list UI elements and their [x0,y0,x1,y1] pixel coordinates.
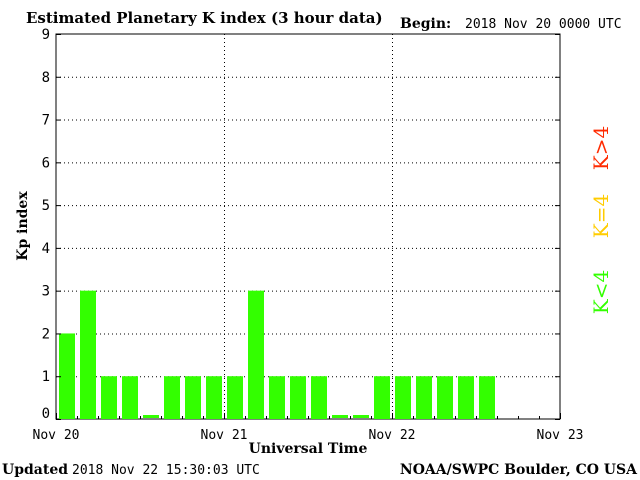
y-tick-label: 8 [42,70,50,86]
y-tick-label: 3 [42,284,50,300]
updated-label: Updated [2,462,68,478]
y-tick-label: 6 [42,155,50,171]
kp-bar [374,376,390,419]
kp-bar [143,415,159,418]
gridlines [56,34,560,419]
chart-title: Estimated Planetary K index (3 hour data… [26,9,383,27]
x-axis-ticks: Nov 20 Nov 21 Nov 22 Nov 23 [33,413,584,443]
kp-bar [185,376,201,419]
x-tick-label: Nov 23 [537,428,584,443]
y-tick-label: 0 [42,406,50,422]
kp-bar [437,376,453,419]
kp-bar [395,376,411,419]
updated-value: 2018 Nov 22 15:30:03 UTC [72,463,260,478]
kp-bar [458,376,474,419]
kp-bar [416,376,432,419]
source-credit: NOAA/SWPC Boulder, CO USA [400,462,638,478]
x-tick-label: Nov 22 [369,428,416,443]
kp-bar [101,376,117,419]
kp-bar [59,333,75,419]
y-axis-ticks: 0 1 2 3 4 5 6 7 8 9 [42,27,560,422]
kp-bar [269,376,285,419]
y-tick-label: 5 [42,198,50,214]
kp-bar [80,290,96,419]
kp-bar [227,376,243,419]
y-tick-label: 4 [42,241,50,257]
x-tick-label: Nov 21 [201,428,248,443]
legend-high: K>4 [589,126,613,170]
y-axis-label: Kp index [15,191,31,261]
y-tick-label: 2 [42,326,50,342]
plot-area [55,33,561,420]
y-tick-label: 1 [42,369,50,385]
x-tick-label: Nov 20 [33,428,80,443]
bar-series [59,290,495,419]
legend-equal: K=4 [589,194,613,238]
y-tick-label: 9 [42,27,50,43]
kp-bar [332,415,348,418]
kp-bar [122,376,138,419]
begin-label: Begin: [400,16,451,32]
kp-bar [311,376,327,419]
kp-bar [206,376,222,419]
kp-bar [290,376,306,419]
kp-bar [164,376,180,419]
legend-low: K<4 [589,270,613,314]
y-tick-label: 7 [42,113,50,129]
kp-bar [353,415,369,418]
begin-value: 2018 Nov 20 0000 UTC [465,17,622,32]
kp-bar [479,376,495,419]
kp-bar [248,290,264,419]
x-axis-label: Universal Time [249,441,368,457]
